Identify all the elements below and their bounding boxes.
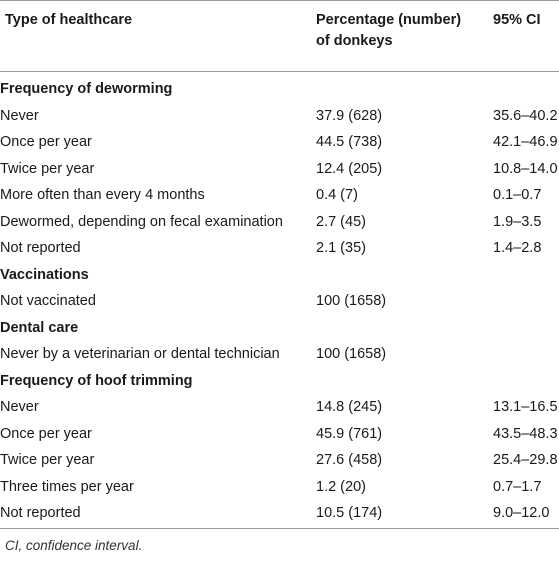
row-percentage: 44.5 (738): [316, 134, 383, 151]
table-row: Twice per year 12.4 (205) 10.8–14.0: [0, 156, 559, 183]
row-ci: 25.4–29.8: [493, 452, 558, 469]
row-percentage: 12.4 (205): [316, 160, 383, 177]
table-top-rule: [0, 0, 559, 1]
row-percentage: 45.9 (761): [316, 425, 383, 442]
row-ci: 9.0–12.0: [493, 505, 550, 522]
header-type-of-healthcare: Type of healthcare: [5, 12, 133, 28]
row-ci: 42.1–46.9: [493, 134, 558, 151]
table-row: Not vaccinated 100 (1658): [0, 288, 559, 315]
row-percentage: 0.4 (7): [316, 187, 358, 204]
row-label: Not reported: [0, 240, 81, 257]
row-ci: [493, 315, 559, 342]
row-percentage: [316, 262, 493, 289]
table-row: Never 14.8 (245) 13.1–16.5: [0, 394, 559, 421]
table-footnote: CI, confidence interval.: [5, 538, 143, 553]
header-ci: 95% CI: [493, 12, 541, 28]
row-label: Vaccinations: [0, 266, 89, 283]
row-label: Once per year: [0, 425, 92, 442]
row-label: Once per year: [0, 134, 92, 151]
row-label: Never: [0, 399, 39, 416]
section-row: Frequency of deworming: [0, 76, 559, 103]
row-ci: 10.8–14.0: [493, 160, 558, 177]
row-label: Never: [0, 107, 39, 124]
row-percentage: 100 (1658): [316, 293, 387, 310]
table-row: Never by a veterinarian or dental techni…: [0, 341, 559, 368]
row-percentage: 100 (1658): [316, 346, 387, 363]
table-row: Once per year 44.5 (738) 42.1–46.9: [0, 129, 559, 156]
row-percentage: [316, 368, 493, 395]
section-row: Dental care: [0, 315, 559, 342]
row-label: Dental care: [0, 319, 79, 336]
table-row: Not reported 2.1 (35) 1.4–2.8: [0, 235, 559, 262]
row-ci: 0.7–1.7: [493, 478, 542, 495]
table-row: Twice per year 27.6 (458) 25.4–29.8: [0, 447, 559, 474]
row-label: Three times per year: [0, 478, 134, 495]
row-label: Dewormed, depending on fecal examination: [0, 213, 283, 230]
section-row: Vaccinations: [0, 262, 559, 289]
row-ci: 1.9–3.5: [493, 213, 542, 230]
table-row: Three times per year 1.2 (20) 0.7–1.7: [0, 474, 559, 501]
row-ci: [493, 341, 559, 368]
row-ci: 43.5–48.3: [493, 425, 558, 442]
row-percentage: 1.2 (20): [316, 478, 366, 495]
table-row: Not reported 10.5 (174) 9.0–12.0: [0, 500, 559, 527]
row-ci: [493, 288, 559, 315]
section-row: Frequency of hoof trimming: [0, 368, 559, 395]
row-label: Twice per year: [0, 452, 95, 469]
row-ci: 13.1–16.5: [493, 399, 558, 416]
row-label: Twice per year: [0, 160, 95, 177]
row-label: Not reported: [0, 505, 81, 522]
row-percentage: 10.5 (174): [316, 505, 383, 522]
table-row: Once per year 45.9 (761) 43.5–48.3: [0, 421, 559, 448]
row-ci: [493, 262, 559, 289]
row-label: Never by a veterinarian or dental techni…: [0, 346, 280, 363]
row-percentage: 2.1 (35): [316, 240, 366, 257]
row-label: Frequency of deworming: [0, 81, 173, 98]
table-row: Never 37.9 (628) 35.6–40.2: [0, 103, 559, 130]
row-label: Frequency of hoof trimming: [0, 372, 193, 389]
table-header-rule: [0, 71, 559, 72]
row-ci: [493, 368, 559, 395]
row-percentage: [316, 76, 493, 103]
row-percentage: 2.7 (45): [316, 213, 366, 230]
row-percentage: [316, 315, 493, 342]
row-percentage: 14.8 (245): [316, 399, 383, 416]
row-label: Not vaccinated: [0, 293, 96, 310]
row-label: More often than every 4 months: [0, 187, 205, 204]
row-percentage: 27.6 (458): [316, 452, 383, 469]
table-bottom-rule: [0, 528, 559, 529]
table-row: More often than every 4 months 0.4 (7) 0.1…: [0, 182, 559, 209]
header-percentage: Percentage (number) of donkeys: [316, 12, 462, 49]
healthcare-table: Frequency of deworming Never 37.9 (628) 35.…: [0, 76, 559, 527]
row-ci: 1.4–2.8: [493, 240, 542, 257]
table-row: Dewormed, depending on fecal examination…: [0, 209, 559, 236]
row-ci: [493, 76, 559, 103]
row-ci: 0.1–0.7: [493, 187, 542, 204]
row-ci: 35.6–40.2: [493, 107, 558, 124]
row-percentage: 37.9 (628): [316, 107, 383, 124]
